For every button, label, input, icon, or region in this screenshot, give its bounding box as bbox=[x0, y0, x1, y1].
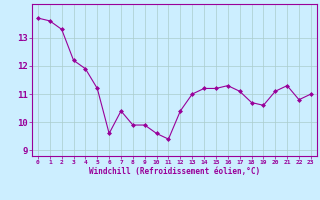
X-axis label: Windchill (Refroidissement éolien,°C): Windchill (Refroidissement éolien,°C) bbox=[89, 167, 260, 176]
